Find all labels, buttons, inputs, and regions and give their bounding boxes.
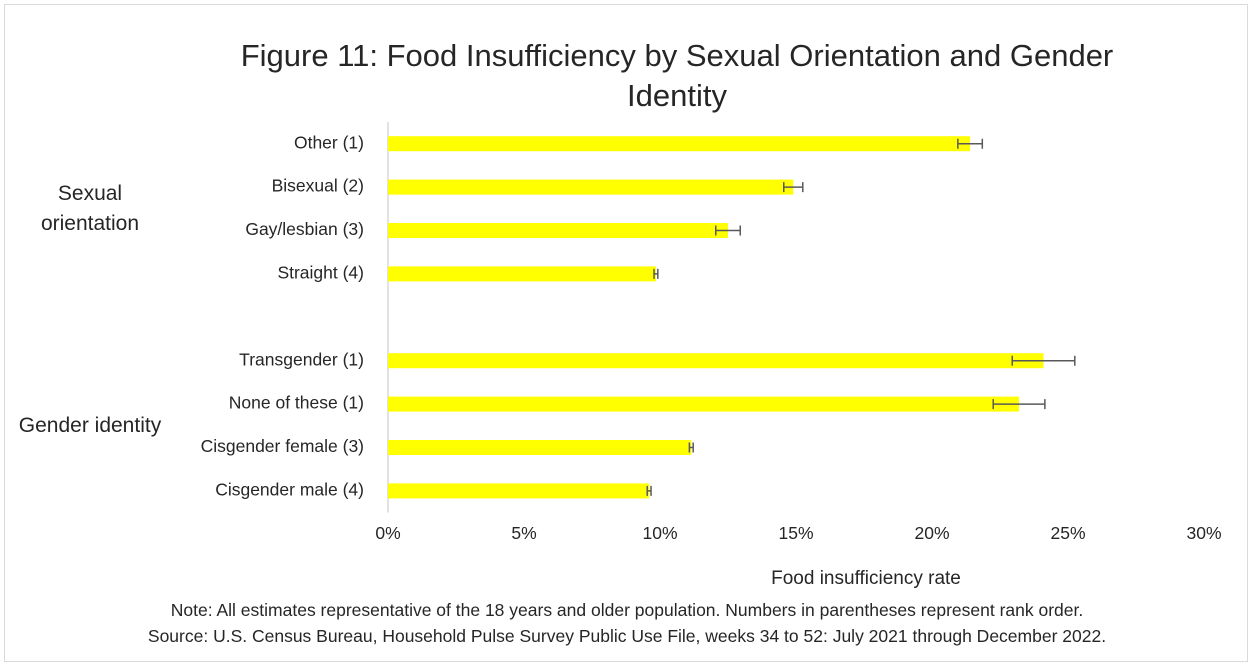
bar [388,353,1044,369]
group-label: Sexual orientation [40,181,140,235]
error-bar [688,442,694,453]
x-tick-label: 25% [1050,523,1085,543]
chart-title: Figure 11: Food Insufficiency by Sexual … [240,38,1114,113]
y-tick-label: None of these (1) [229,393,364,413]
bar [388,440,692,455]
y-tick-label: Bisexual (2) [272,176,364,196]
bar [388,266,656,282]
y-tick-label: Cisgender male (4) [215,480,364,500]
bar [388,483,650,499]
y-tick-label: Cisgender female (3) [201,436,364,456]
bar [388,179,794,195]
y-tick-label: Transgender (1) [239,349,364,369]
bar [388,396,1020,412]
bar [388,223,728,238]
bar [388,136,971,152]
error-bar [957,138,984,149]
y-tick-label: Straight (4) [277,263,364,283]
error-bar [715,225,741,236]
x-tick-label: 5% [511,523,536,543]
error-bar [1011,355,1076,366]
error-bar [783,182,804,193]
y-tick-label: Gay/lesbian (3) [245,219,364,239]
y-tick-label: Other (1) [294,132,364,152]
error-bar [992,399,1046,410]
x-tick-label: 0% [375,523,400,543]
error-bar [653,268,659,279]
source: Source: U.S. Census Bureau, Household Pu… [147,626,1107,646]
x-tick-label: 15% [778,523,813,543]
x-tick-label: 20% [914,523,949,543]
x-tick-label: 30% [1186,523,1221,543]
chart-frame [4,4,1248,662]
error-bar [646,485,652,496]
group-label: Gender identity [18,413,162,437]
note: Note: All estimates representative of th… [170,600,1084,620]
x-tick-label: 10% [642,523,677,543]
x-axis-title: Food insufficiency rate [771,568,961,589]
